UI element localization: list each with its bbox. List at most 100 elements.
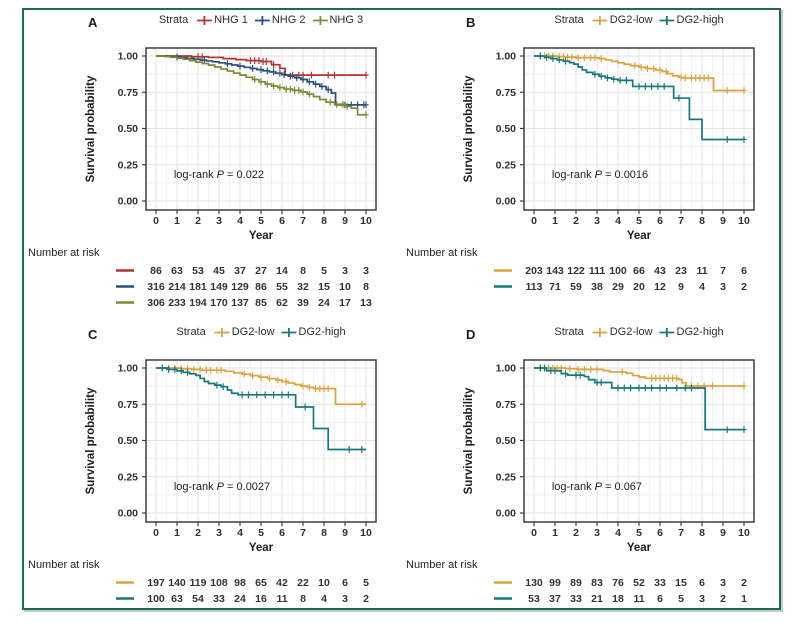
risk-count: 86 bbox=[150, 265, 162, 277]
x-tick-label: 5 bbox=[258, 215, 264, 227]
risk-count: 3 bbox=[363, 265, 369, 277]
risk-count: 24 bbox=[318, 297, 330, 309]
y-tick-label: 0.75 bbox=[496, 399, 517, 411]
y-tick-label: 0.25 bbox=[496, 471, 517, 483]
risk-count: 119 bbox=[190, 577, 207, 589]
risk-count: 62 bbox=[276, 297, 288, 309]
risk-table-title: Number at risk bbox=[28, 559, 100, 571]
legend-item-dg2-high: DG2-high bbox=[281, 326, 346, 338]
log-rank-annotation: log-rank P = 0.0016 bbox=[552, 169, 648, 181]
x-tick-label: 7 bbox=[678, 215, 684, 227]
risk-count: 129 bbox=[231, 281, 249, 293]
y-tick-label: 0.50 bbox=[118, 123, 139, 135]
risk-count: 5 bbox=[678, 593, 684, 605]
y-tick-label: 1.00 bbox=[118, 51, 139, 63]
y-tick-label: 0.50 bbox=[118, 435, 139, 447]
x-tick-label: 10 bbox=[360, 527, 372, 539]
risk-count: 29 bbox=[612, 281, 624, 293]
km-curve-dg2-low bbox=[156, 367, 366, 406]
legend-item-nhg-3: NHG 3 bbox=[312, 14, 363, 26]
legend-item-dg2-high: DG2-high bbox=[659, 326, 724, 338]
panel-c-label: C bbox=[88, 327, 98, 342]
risk-count: 2 bbox=[741, 577, 747, 589]
risk-count: 15 bbox=[675, 577, 687, 589]
x-tick-label: 3 bbox=[216, 527, 222, 539]
risk-count: 11 bbox=[633, 593, 644, 605]
x-tick-label: 8 bbox=[699, 215, 705, 227]
km-plot-C: 0 1 2 3 4 5 6 7 8 9 10 1.00 0.75 0.50 0.25 0.00 Year Surv… bbox=[28, 359, 377, 605]
x-tick-label: 6 bbox=[279, 215, 285, 227]
risk-count: 3 bbox=[342, 593, 348, 605]
x-tick-label: 7 bbox=[300, 215, 306, 227]
risk-count: 13 bbox=[360, 297, 372, 309]
km-plot-B: 0 1 2 3 4 5 6 7 8 9 101.000.750.500.250.00YearSurv… bbox=[406, 47, 755, 293]
risk-count: 18 bbox=[612, 593, 624, 605]
y-axis-title: Survival probability bbox=[463, 75, 475, 182]
censor-marks-dg2-high bbox=[537, 364, 747, 434]
risk-count: 316 bbox=[147, 281, 165, 293]
risk-count: 85 bbox=[255, 297, 267, 309]
x-tick-label: 2 bbox=[573, 527, 579, 539]
x-tick-label: 10 bbox=[738, 215, 750, 227]
risk-count: 37 bbox=[234, 265, 246, 277]
x-tick-label: 8 bbox=[321, 215, 327, 227]
panel-a: A Strata NHG 1 NHG 2 NHG 3 0 1 2 3 4 5 6 7 8 9 10 1.00… bbox=[24, 12, 402, 331]
risk-table-title: Number at risk bbox=[406, 559, 478, 571]
risk-count: 55 bbox=[276, 281, 288, 293]
y-tick-label: 1.00 bbox=[496, 363, 517, 375]
risk-count: 54 bbox=[192, 593, 204, 605]
log-rank-annotation: log-rank P = 0.067 bbox=[552, 481, 642, 493]
y-tick-label: 1.00 bbox=[496, 51, 517, 63]
panel-b-chart: 0 1 2 3 4 5 6 7 8 9 10 1.00 0.75 0.50 0.25 0.00 Year Surv… bbox=[402, 34, 780, 331]
legend-label: DG2-high bbox=[298, 326, 346, 338]
risk-count: 7 bbox=[720, 265, 726, 277]
km-curve-dg2-high bbox=[534, 367, 744, 431]
panel-d-header: D Strata DG2-low DG2-high bbox=[402, 324, 780, 346]
risk-count: 233 bbox=[168, 297, 186, 309]
risk-count: 203 bbox=[525, 265, 543, 277]
risk-count: 6 bbox=[342, 577, 348, 589]
risk-count: 53 bbox=[528, 593, 540, 605]
censor-marks-dg2-high bbox=[537, 52, 747, 143]
x-tick-label: 9 bbox=[342, 215, 348, 227]
risk-count: 122 bbox=[567, 265, 585, 277]
risk-count: 53 bbox=[192, 265, 204, 277]
y-axis-title: Survival probability bbox=[463, 387, 475, 494]
y-tick-label: 0.25 bbox=[118, 471, 139, 483]
risk-count: 3 bbox=[342, 265, 348, 277]
panel-b-label: B bbox=[466, 15, 476, 30]
risk-count: 38 bbox=[591, 281, 603, 293]
panel-d-chart: 0 1 2 3 4 5 6 7 8 9 10 1.00 0.75 0.50 0.25 0.00 Year Surv… bbox=[402, 346, 780, 643]
x-tick-label: 5 bbox=[636, 215, 642, 227]
legend-plus-icon bbox=[281, 327, 297, 337]
risk-count: 100 bbox=[147, 593, 165, 605]
risk-count: 33 bbox=[570, 593, 582, 605]
x-tick-label: 5 bbox=[636, 527, 642, 539]
legend-title: Strata bbox=[554, 326, 584, 338]
risk-count: 65 bbox=[255, 577, 267, 589]
risk-count: 108 bbox=[210, 577, 228, 589]
km-plot-A: 0 1 2 3 4 5 6 7 8 9 101.000.750.500.250.00YearSurv… bbox=[28, 47, 377, 309]
risk-count: 86 bbox=[255, 281, 267, 293]
panel-c: C Strata DG2-low DG2-high 0 1 2 3 4 5 6 7 8 9 10 1.00… bbox=[24, 324, 402, 643]
risk-count: 10 bbox=[339, 281, 351, 293]
risk-count: 17 bbox=[339, 297, 351, 309]
risk-count: 5 bbox=[321, 265, 327, 277]
x-tick-label: 4 bbox=[615, 527, 621, 539]
risk-count: 23 bbox=[675, 265, 687, 277]
x-tick-label: 4 bbox=[615, 215, 621, 227]
x-axis-title: Year bbox=[249, 230, 274, 242]
x-tick-label: 1 bbox=[174, 527, 180, 539]
x-tick-label: 6 bbox=[279, 527, 285, 539]
risk-count: 22 bbox=[297, 577, 309, 589]
x-tick-label: 10 bbox=[738, 527, 750, 539]
risk-count: 32 bbox=[297, 281, 309, 293]
x-tick-label: 0 bbox=[531, 215, 537, 227]
risk-count: 2 bbox=[720, 593, 726, 605]
risk-count: 16 bbox=[255, 593, 267, 605]
legend-title: Strata bbox=[158, 14, 189, 26]
risk-count: 8 bbox=[300, 265, 306, 277]
y-tick-label: 0.00 bbox=[496, 508, 517, 520]
km-curve-nhg-1 bbox=[156, 55, 366, 76]
risk-count: 149 bbox=[210, 281, 228, 293]
